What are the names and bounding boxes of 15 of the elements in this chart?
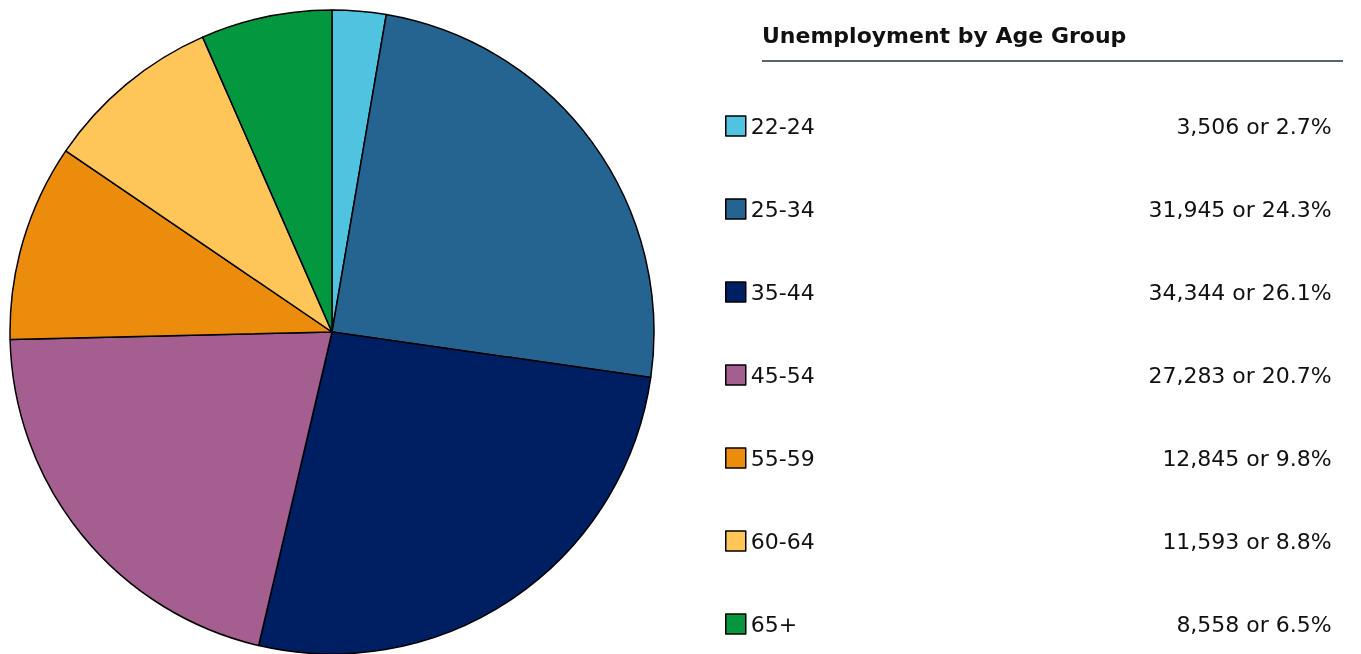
legend-label: 35-44	[750, 279, 815, 305]
data-label: 11,593 or 8.8%	[1162, 528, 1332, 554]
data-label: 27,283 or 20.7%	[1148, 362, 1332, 388]
legend-label: 65+	[750, 611, 798, 637]
data-label: 3,506 or 2.7%	[1176, 113, 1332, 139]
data-label: 31,945 or 24.3%	[1148, 196, 1332, 222]
legend-label: 22-24	[750, 113, 815, 139]
legend-label: 55-59	[750, 445, 815, 471]
legend-title: Unemployment by Age Group	[762, 22, 1127, 48]
legend-label: 60-64	[750, 528, 815, 554]
data-label: 12,845 or 9.8%	[1162, 445, 1332, 471]
data-label: 8,558 or 6.5%	[1176, 611, 1332, 637]
legend-label: 25-34	[750, 196, 815, 222]
legend-label: 45-54	[750, 362, 815, 388]
data-label: 34,344 or 26.1%	[1148, 279, 1332, 305]
